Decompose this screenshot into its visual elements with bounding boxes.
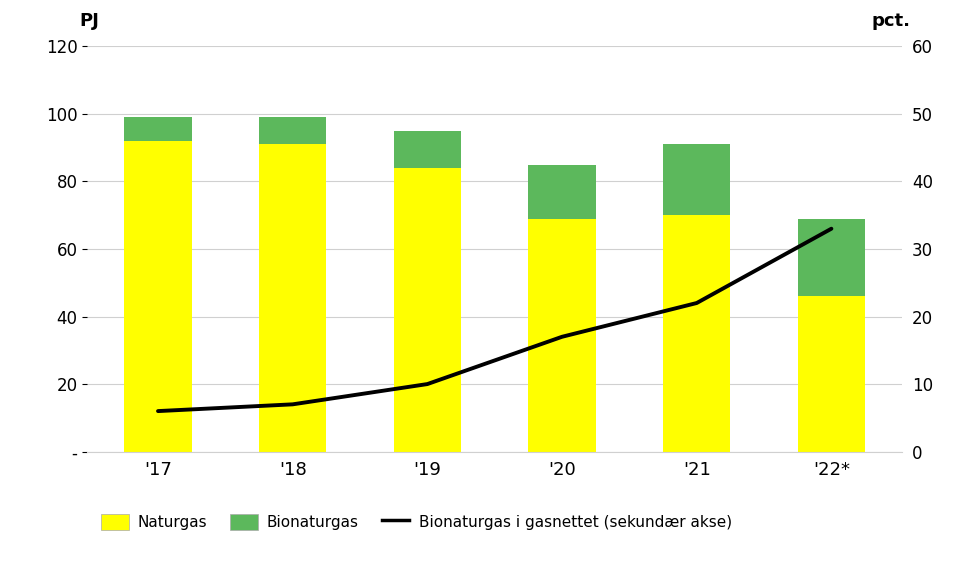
Bar	[797, 296, 864, 452]
Bar	[663, 144, 730, 215]
Bar	[124, 117, 192, 141]
Bar	[259, 117, 326, 144]
Bar	[528, 164, 595, 219]
Bar	[797, 219, 864, 296]
Text: pct.: pct.	[870, 12, 909, 30]
Bar	[663, 215, 730, 452]
Legend: Naturgas, Bionaturgas, Bionaturgas i gasnettet (sekundær akse): Naturgas, Bionaturgas, Bionaturgas i gas…	[95, 508, 737, 536]
Bar	[259, 144, 326, 452]
Text: PJ: PJ	[79, 12, 99, 30]
Bar	[528, 219, 595, 452]
Bar	[124, 141, 192, 452]
Bar	[393, 131, 460, 168]
Bar	[393, 168, 460, 452]
